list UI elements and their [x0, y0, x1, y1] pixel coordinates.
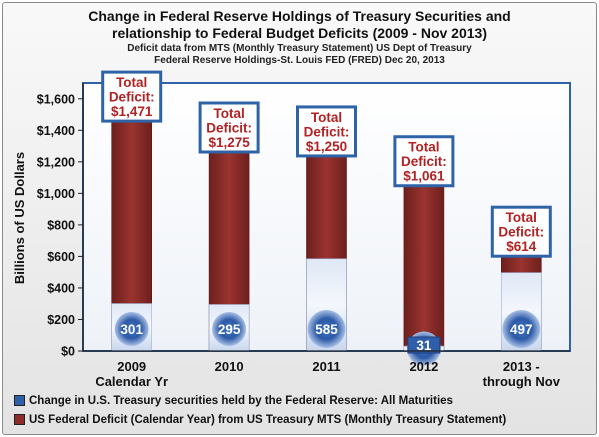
deficit-callout-text: Total: [213, 106, 244, 121]
x-tick-label: 2012: [409, 359, 438, 374]
legend-swatch-deficit: [14, 414, 25, 425]
deficit-callout-text: Deficit:: [401, 154, 447, 169]
deficit-callout-box: [101, 70, 163, 123]
legend: Change in U.S. Treasury securities held …: [14, 391, 594, 429]
deficit-callout-text: $1,275: [208, 135, 250, 150]
x-tick-label: through Nov: [483, 374, 561, 389]
x-tick-label: 2010: [215, 359, 244, 374]
legend-label-fed-holdings: Change in U.S. Treasury securities held …: [29, 394, 453, 407]
deficit-callout-text: Deficit:: [206, 121, 252, 136]
fed-holdings-orb: [212, 312, 247, 346]
deficit-callout-box: [490, 205, 552, 258]
fed-holdings-orb: [114, 312, 149, 346]
fed-holdings-label-box: [407, 336, 441, 354]
fed-holdings-data-label: 295: [218, 322, 241, 337]
chart-subtitle-line-2: Federal Reserve Holdings-St. Louis FED (…: [154, 55, 445, 66]
y-axis: $0 $200 $400 $600 $800 $1,000 $1,200 $1,400 $1,6…: [37, 83, 84, 359]
deficit-callout-text: $614: [506, 239, 537, 254]
x-tick-label: 2009: [117, 359, 146, 374]
legend-label-deficit: US Federal Deficit (Calendar Year) from …: [29, 413, 507, 426]
y-tick-label: $200: [47, 313, 75, 327]
legend-item-fed-holdings: Change in U.S. Treasury securities held …: [14, 391, 594, 410]
legend-swatch-fed-holdings: [14, 395, 25, 406]
deficit-callout-text: $1,250: [306, 139, 347, 154]
x-tick-label: 2011: [312, 359, 340, 374]
fed-holdings-data-label: 301: [120, 322, 143, 337]
deficit-callout-text: Total: [408, 140, 439, 155]
y-tick-label: $600: [47, 250, 75, 264]
chart-title-line-1: Change in Federal Reserve Holdings of Tr…: [88, 8, 511, 24]
x-tick-label: Calendar Yr: [95, 374, 168, 389]
y-tick-label: $400: [47, 281, 75, 295]
legend-item-deficit: US Federal Deficit (Calendar Year) from …: [14, 410, 594, 429]
deficit-callout-text: Deficit:: [498, 225, 544, 240]
bars: 301TotalDeficit:$1,471295TotalDeficit:$1…: [101, 70, 552, 366]
x-tick-label: 2013 -: [503, 359, 540, 374]
deficit-callout-text: Deficit:: [109, 90, 155, 105]
deficit-callout-text: Total: [116, 75, 147, 90]
deficit-callout-text: Deficit:: [304, 124, 350, 139]
deficit-callout-box: [296, 105, 357, 158]
y-tick-label: $1,200: [37, 155, 75, 169]
chart-title-line-2: relationship to Federal Budget Deficits …: [112, 25, 487, 41]
deficit-bar: [403, 183, 445, 352]
deficit-callout-text: Total: [506, 210, 537, 225]
fed-holdings-orb: [502, 310, 541, 348]
fed-holdings-orb: [307, 310, 346, 348]
y-tick-label: $800: [47, 218, 75, 232]
y-axis-label: Billions of US Dollars: [12, 152, 27, 284]
y-tick-label: $1,000: [37, 187, 75, 201]
fed-holdings-data-label: 31: [416, 338, 432, 353]
y-tick-label: $1,400: [37, 124, 75, 138]
deficit-callout-text: $1,061: [403, 169, 445, 184]
deficit-callout-box: [393, 135, 455, 188]
y-tick-label: $1,600: [37, 92, 75, 106]
deficit-callout-text: Total: [311, 110, 342, 125]
y-tick-label: $0: [61, 345, 75, 359]
fed-holdings-data-label: 497: [510, 322, 533, 337]
deficit-callout-text: $1,471: [111, 104, 153, 119]
fed-holdings-data-label: 585: [315, 322, 338, 337]
deficit-callout-box: [198, 101, 260, 154]
chart-subtitle-line-1: Deficit data from MTS (Monthly Treasury …: [127, 43, 472, 54]
